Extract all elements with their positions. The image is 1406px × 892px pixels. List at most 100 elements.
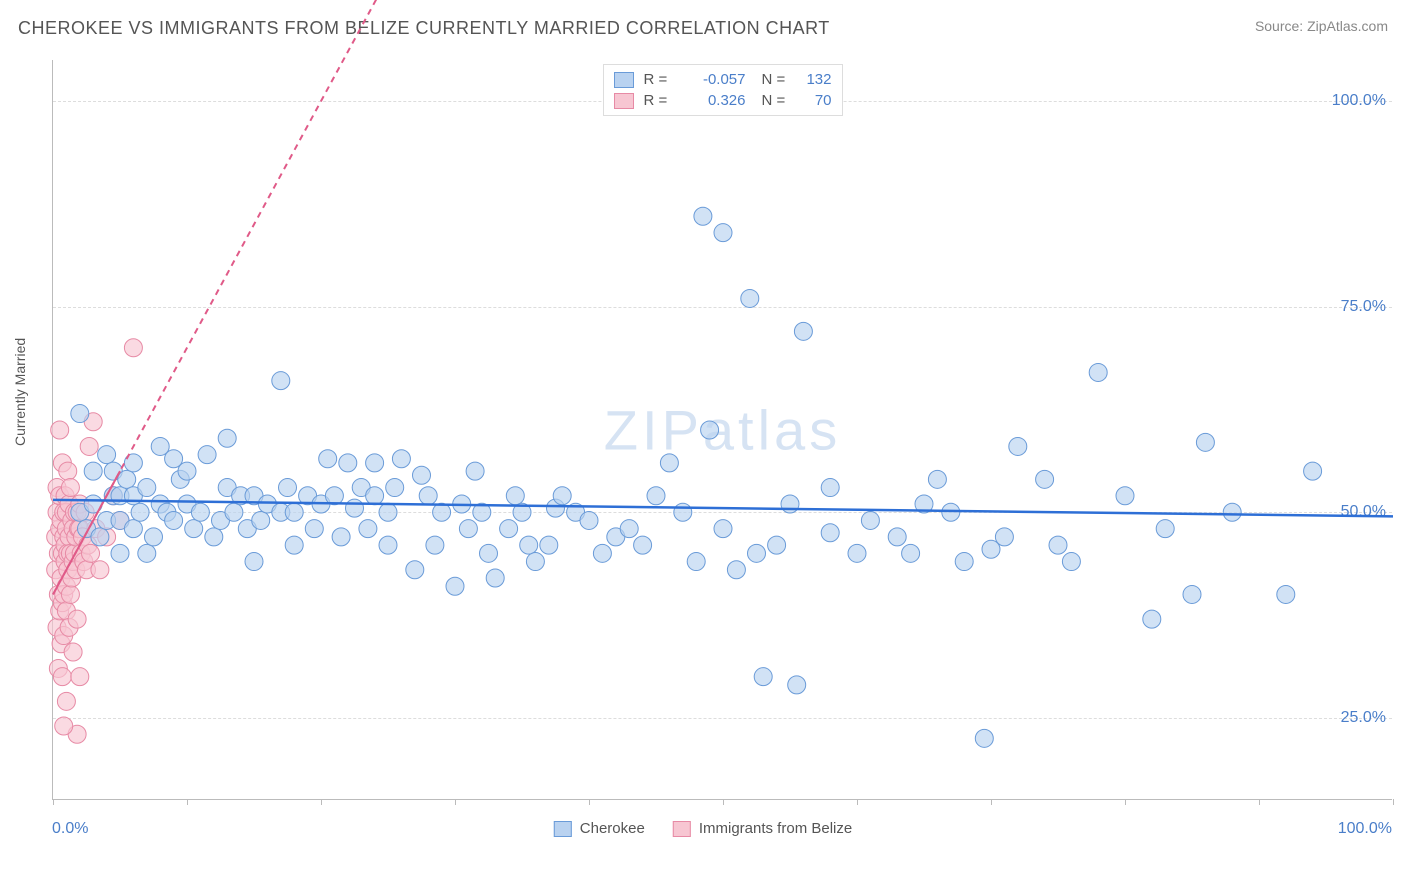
belize-label: Immigrants from Belize — [699, 820, 852, 837]
cherokee-point — [279, 479, 297, 497]
cherokee-point — [647, 487, 665, 505]
cherokee-point — [205, 528, 223, 546]
cherokee-point — [225, 503, 243, 521]
x-tick — [1393, 799, 1394, 805]
cherokee-point — [245, 553, 263, 571]
belize-point — [68, 610, 86, 628]
cherokee-point — [252, 511, 270, 529]
cherokee-point — [660, 454, 678, 472]
cherokee-point — [955, 553, 973, 571]
cherokee-point — [506, 487, 524, 505]
cherokee-point — [694, 207, 712, 225]
belize-point — [91, 561, 109, 579]
x-tick — [589, 799, 590, 805]
belize-point — [124, 339, 142, 357]
cherokee-point — [701, 421, 719, 439]
cherokee-point — [91, 528, 109, 546]
cherokee-point — [848, 544, 866, 562]
cherokee-point — [1156, 520, 1174, 538]
correlation-chart: CHEROKEE VS IMMIGRANTS FROM BELIZE CURRE… — [0, 0, 1406, 892]
cherokee-point — [98, 446, 116, 464]
x-tick — [1259, 799, 1260, 805]
cherokee-point — [1277, 585, 1295, 603]
cherokee-point — [131, 503, 149, 521]
cherokee-point — [714, 520, 732, 538]
cherokee-point — [788, 676, 806, 694]
x-tick — [991, 799, 992, 805]
cherokee-point — [165, 511, 183, 529]
cherokee-point — [178, 462, 196, 480]
cherokee-point — [305, 520, 323, 538]
cherokee-point — [138, 479, 156, 497]
cherokee-point — [620, 520, 638, 538]
cherokee-point — [145, 528, 163, 546]
cherokee-label: Cherokee — [580, 820, 645, 837]
cherokee-point — [285, 503, 303, 521]
cherokee-point — [339, 454, 357, 472]
cherokee-point — [674, 503, 692, 521]
cherokee-point — [754, 668, 772, 686]
x-tick — [1125, 799, 1126, 805]
cherokee-point — [861, 511, 879, 529]
cherokee-point — [359, 520, 377, 538]
scatter-svg — [53, 60, 1392, 799]
cherokee-point — [741, 289, 759, 307]
cherokee-point — [285, 536, 303, 554]
belize-point — [64, 643, 82, 661]
cherokee-point — [185, 520, 203, 538]
cherokee-point — [1009, 437, 1027, 455]
cherokee-point — [500, 520, 518, 538]
cherokee-point — [580, 511, 598, 529]
series-legend: Cherokee Immigrants from Belize — [554, 820, 852, 837]
cherokee-point — [118, 470, 136, 488]
belize-point — [61, 585, 79, 603]
x-tick — [187, 799, 188, 805]
cherokee-point — [634, 536, 652, 554]
cherokee-point — [84, 462, 102, 480]
cherokee-point — [748, 544, 766, 562]
cherokee-point — [1223, 503, 1241, 521]
cherokee-point — [272, 372, 290, 390]
cherokee-point — [1196, 433, 1214, 451]
cherokee-point — [459, 520, 477, 538]
cherokee-point — [466, 462, 484, 480]
cherokee-point — [781, 495, 799, 513]
cherokee-point — [593, 544, 611, 562]
cherokee-point — [426, 536, 444, 554]
cherokee-point — [520, 536, 538, 554]
x-tick — [455, 799, 456, 805]
x-tick — [857, 799, 858, 805]
cherokee-point — [124, 520, 142, 538]
cherokee-point — [821, 479, 839, 497]
plot-area: ZIPatlas 25.0%50.0%75.0%100.0% R = -0.05… — [52, 60, 1392, 800]
belize-point — [59, 462, 77, 480]
cherokee-point — [379, 536, 397, 554]
chart-title: CHEROKEE VS IMMIGRANTS FROM BELIZE CURRE… — [18, 18, 830, 39]
x-tick — [53, 799, 54, 805]
legend-item-belize: Immigrants from Belize — [673, 820, 852, 837]
cherokee-point — [71, 405, 89, 423]
cherokee-point — [218, 429, 236, 447]
cherokee-point — [768, 536, 786, 554]
belize-point — [71, 668, 89, 686]
cherokee-point — [727, 561, 745, 579]
cherokee-point — [392, 450, 410, 468]
cherokee-point — [419, 487, 437, 505]
cherokee-point — [540, 536, 558, 554]
cherokee-point — [346, 499, 364, 517]
belize-point — [61, 479, 79, 497]
cherokee-point — [191, 503, 209, 521]
cherokee-point — [821, 524, 839, 542]
cherokee-point — [714, 224, 732, 242]
cherokee-point — [480, 544, 498, 562]
cherokee-point — [386, 479, 404, 497]
cherokee-point — [526, 553, 544, 571]
legend-item-cherokee: Cherokee — [554, 820, 645, 837]
belize-point — [51, 421, 69, 439]
cherokee-point — [1062, 553, 1080, 571]
cherokee-point — [687, 553, 705, 571]
cherokee-point — [198, 446, 216, 464]
source-label: Source: ZipAtlas.com — [1255, 18, 1388, 34]
cherokee-point — [366, 487, 384, 505]
cherokee-point — [995, 528, 1013, 546]
